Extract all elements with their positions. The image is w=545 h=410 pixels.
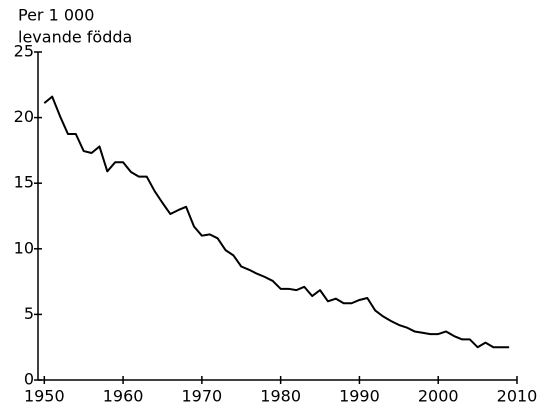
- y-tick-label: 10: [14, 238, 34, 257]
- line: [43, 95, 510, 349]
- y-tick-label: 25: [14, 42, 34, 61]
- x-tick-label: 2000: [418, 387, 459, 406]
- x-tick-label: 1980: [260, 387, 301, 406]
- x-tick-label: 1960: [103, 387, 144, 406]
- y-tick-label: 5: [24, 304, 34, 323]
- x-tick-label: 1990: [339, 387, 380, 406]
- y-tick-label: 20: [14, 107, 34, 126]
- x-tick-label: 1970: [182, 387, 223, 406]
- y-axis-label: Per 1 000: [18, 6, 94, 25]
- y-tick-label: 15: [14, 173, 34, 192]
- x-tick-label: 2010: [497, 387, 538, 406]
- y-tick-label: 0: [24, 370, 34, 389]
- y-axis-label: levande födda: [18, 28, 132, 47]
- x-tick-label: 1950: [24, 387, 65, 406]
